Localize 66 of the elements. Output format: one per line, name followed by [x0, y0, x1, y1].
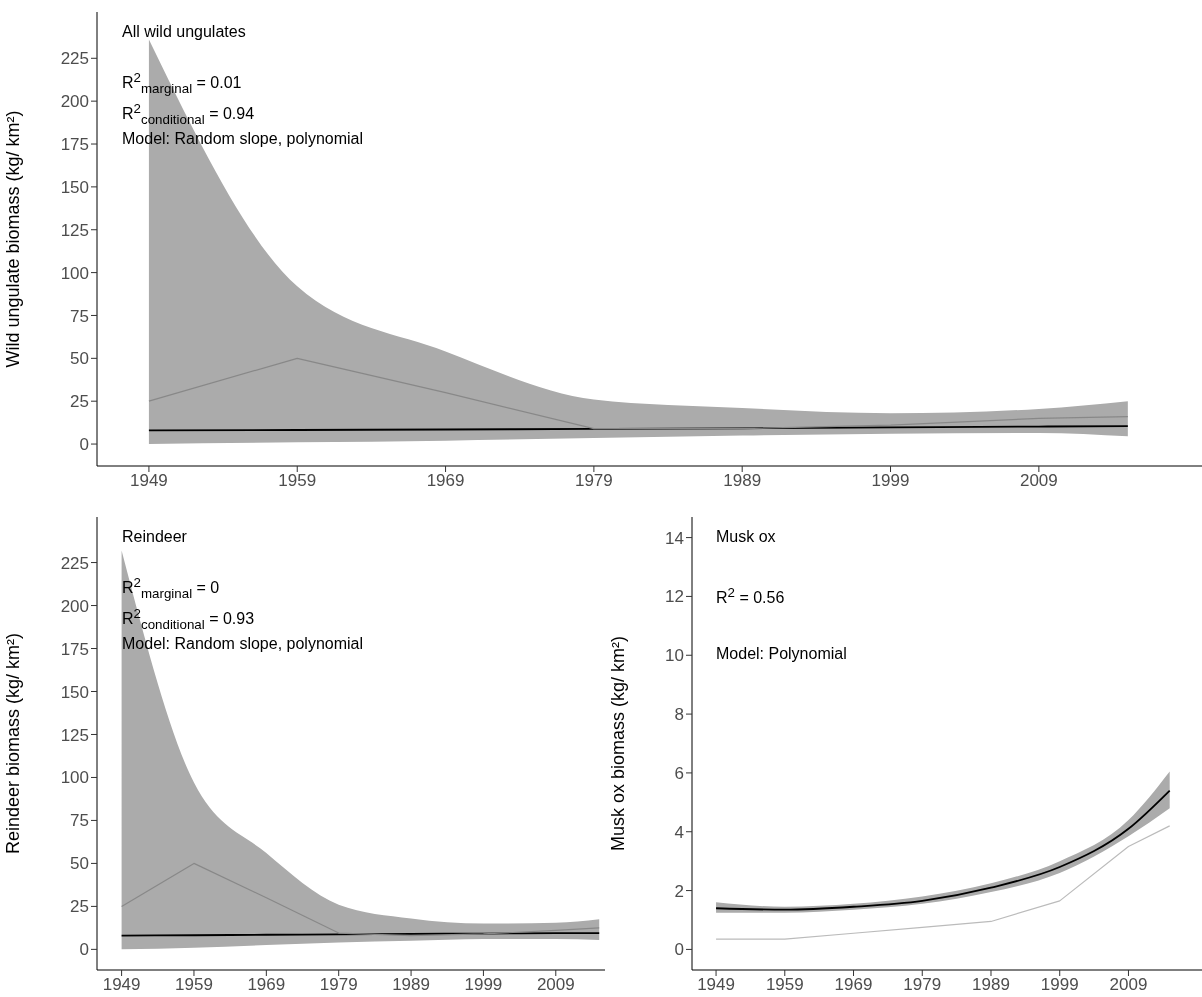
y-tick-label: 14 [665, 528, 684, 548]
y-tick-label: 8 [674, 705, 684, 725]
y-tick-label: 50 [70, 854, 89, 874]
y-axis-title: Reindeer biomass (kg/ km²) [3, 632, 24, 855]
x-tick-label: 1999 [871, 471, 910, 491]
y-tick-label: 0 [674, 940, 684, 960]
annotation: R$^{2}$$_{conditional}$ = 0.93 [122, 604, 256, 634]
annotation: R$^{2}$ = 0.56 [716, 584, 786, 609]
y-tick-label: 25 [70, 897, 89, 917]
x-tick-label: 2009 [1019, 471, 1058, 491]
annotation: Model: Polynomial [716, 644, 847, 665]
y-tick-label: 12 [665, 587, 684, 607]
y-tick-label: 25 [70, 392, 89, 412]
annotation: R$^{2}$$_{conditional}$ = 0.94 [122, 99, 256, 129]
y-tick-label: 200 [60, 92, 89, 112]
text: Musk ox [716, 527, 777, 547]
y-tick-label: 10 [665, 646, 684, 666]
y-tick-label: 0 [79, 940, 89, 960]
y-tick-label: 4 [674, 822, 684, 842]
x-tick-label: 1959 [278, 471, 317, 491]
y-tick-label: 150 [60, 177, 89, 197]
annotation: R$^{2}$$_{marginal}$ = 0.01 [122, 69, 243, 98]
x-tick-label: 1959 [175, 975, 213, 995]
y-axis-title: Wild ungulate biomass (kg/ km²) [3, 110, 24, 368]
x-tick-label: 1959 [765, 975, 804, 995]
annotation: Model: Random slope, polynomial [122, 129, 364, 150]
line-series [148, 357, 1129, 430]
y-tick-label: 6 [674, 763, 684, 783]
x-tick-label: 1969 [247, 975, 286, 995]
x-tick-label: 1949 [130, 471, 168, 491]
x-tick-label: 1989 [723, 471, 762, 491]
x-tick-label: 2009 [536, 975, 575, 995]
y-tick-label: 200 [60, 596, 89, 616]
x-tick-label: 1989 [972, 975, 1010, 995]
annotation: R$^{2}$$_{marginal}$ = 0 [122, 574, 221, 603]
x-tick-label: 1999 [1040, 975, 1079, 995]
x-tick-label: 1979 [903, 975, 942, 995]
y-tick-label: 2 [674, 881, 684, 901]
y-tick-label: 225 [60, 49, 89, 69]
y-tick-label: 75 [70, 811, 89, 831]
y-tick-label: 175 [60, 135, 89, 155]
y-tick-label: 125 [60, 725, 89, 745]
y-tick-label: 75 [70, 306, 89, 326]
x-tick-label: 1969 [834, 975, 873, 995]
y-tick-label: 50 [70, 349, 89, 369]
y-tick-label: 100 [60, 768, 89, 788]
y-tick-label: 0 [79, 435, 89, 455]
x-tick-label: 1969 [426, 471, 465, 491]
y-tick-label: 100 [60, 263, 89, 283]
x-tick-label: 1949 [697, 975, 735, 995]
x-tick-label: 2009 [1109, 975, 1148, 995]
x-tick-label: 1989 [392, 975, 430, 995]
text: All wild ungulates [122, 22, 247, 42]
y-axis-title: Musk ox biomass (kg/ km²) [608, 635, 629, 852]
y-tick-label: 225 [60, 553, 89, 573]
x-tick-label: 1979 [319, 975, 358, 995]
text: Reindeer [122, 527, 188, 547]
line-series [715, 825, 1171, 940]
x-tick-label: 1949 [102, 975, 141, 995]
x-tick-label: 1999 [464, 975, 503, 995]
x-tick-label: 1979 [574, 471, 613, 491]
y-tick-label: 175 [60, 639, 89, 659]
annotation: Model: Random slope, polynomial [122, 634, 364, 655]
line-series [121, 862, 600, 937]
y-tick-label: 150 [60, 682, 89, 702]
y-tick-label: 125 [60, 220, 89, 240]
